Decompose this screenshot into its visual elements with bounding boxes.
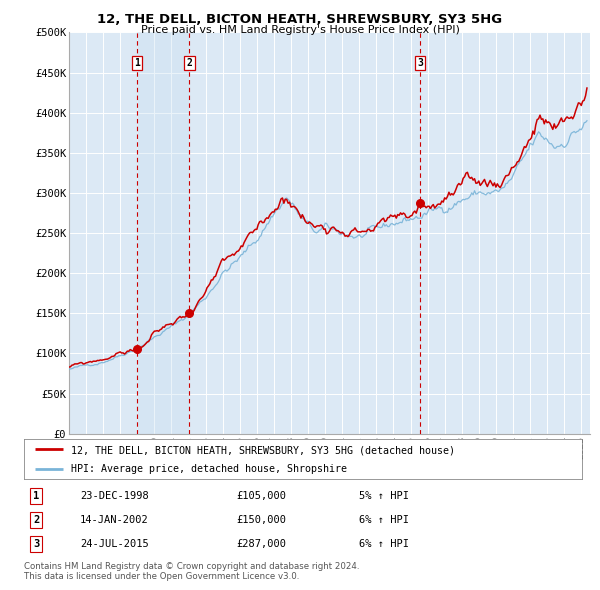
Text: £150,000: £150,000 <box>236 515 286 525</box>
Text: 12, THE DELL, BICTON HEATH, SHREWSBURY, SY3 5HG (detached house): 12, THE DELL, BICTON HEATH, SHREWSBURY, … <box>71 445 455 455</box>
Text: Price paid vs. HM Land Registry's House Price Index (HPI): Price paid vs. HM Land Registry's House … <box>140 25 460 35</box>
Text: 3: 3 <box>33 539 40 549</box>
Text: £287,000: £287,000 <box>236 539 286 549</box>
Text: 6% ↑ HPI: 6% ↑ HPI <box>359 515 409 525</box>
Text: 23-DEC-1998: 23-DEC-1998 <box>80 491 149 501</box>
Text: 5% ↑ HPI: 5% ↑ HPI <box>359 491 409 501</box>
Text: 2: 2 <box>186 58 192 68</box>
Text: 2: 2 <box>33 515 40 525</box>
Text: 3: 3 <box>417 58 423 68</box>
Text: 24-JUL-2015: 24-JUL-2015 <box>80 539 149 549</box>
Text: £105,000: £105,000 <box>236 491 286 501</box>
Text: HPI: Average price, detached house, Shropshire: HPI: Average price, detached house, Shro… <box>71 464 347 474</box>
Text: This data is licensed under the Open Government Licence v3.0.: This data is licensed under the Open Gov… <box>24 572 299 581</box>
Text: 1: 1 <box>134 58 140 68</box>
Text: 6% ↑ HPI: 6% ↑ HPI <box>359 539 409 549</box>
Text: Contains HM Land Registry data © Crown copyright and database right 2024.: Contains HM Land Registry data © Crown c… <box>24 562 359 571</box>
Bar <box>137 32 189 434</box>
Text: 1: 1 <box>33 491 40 501</box>
Text: 12, THE DELL, BICTON HEATH, SHREWSBURY, SY3 5HG: 12, THE DELL, BICTON HEATH, SHREWSBURY, … <box>97 13 503 26</box>
Text: 14-JAN-2002: 14-JAN-2002 <box>80 515 149 525</box>
